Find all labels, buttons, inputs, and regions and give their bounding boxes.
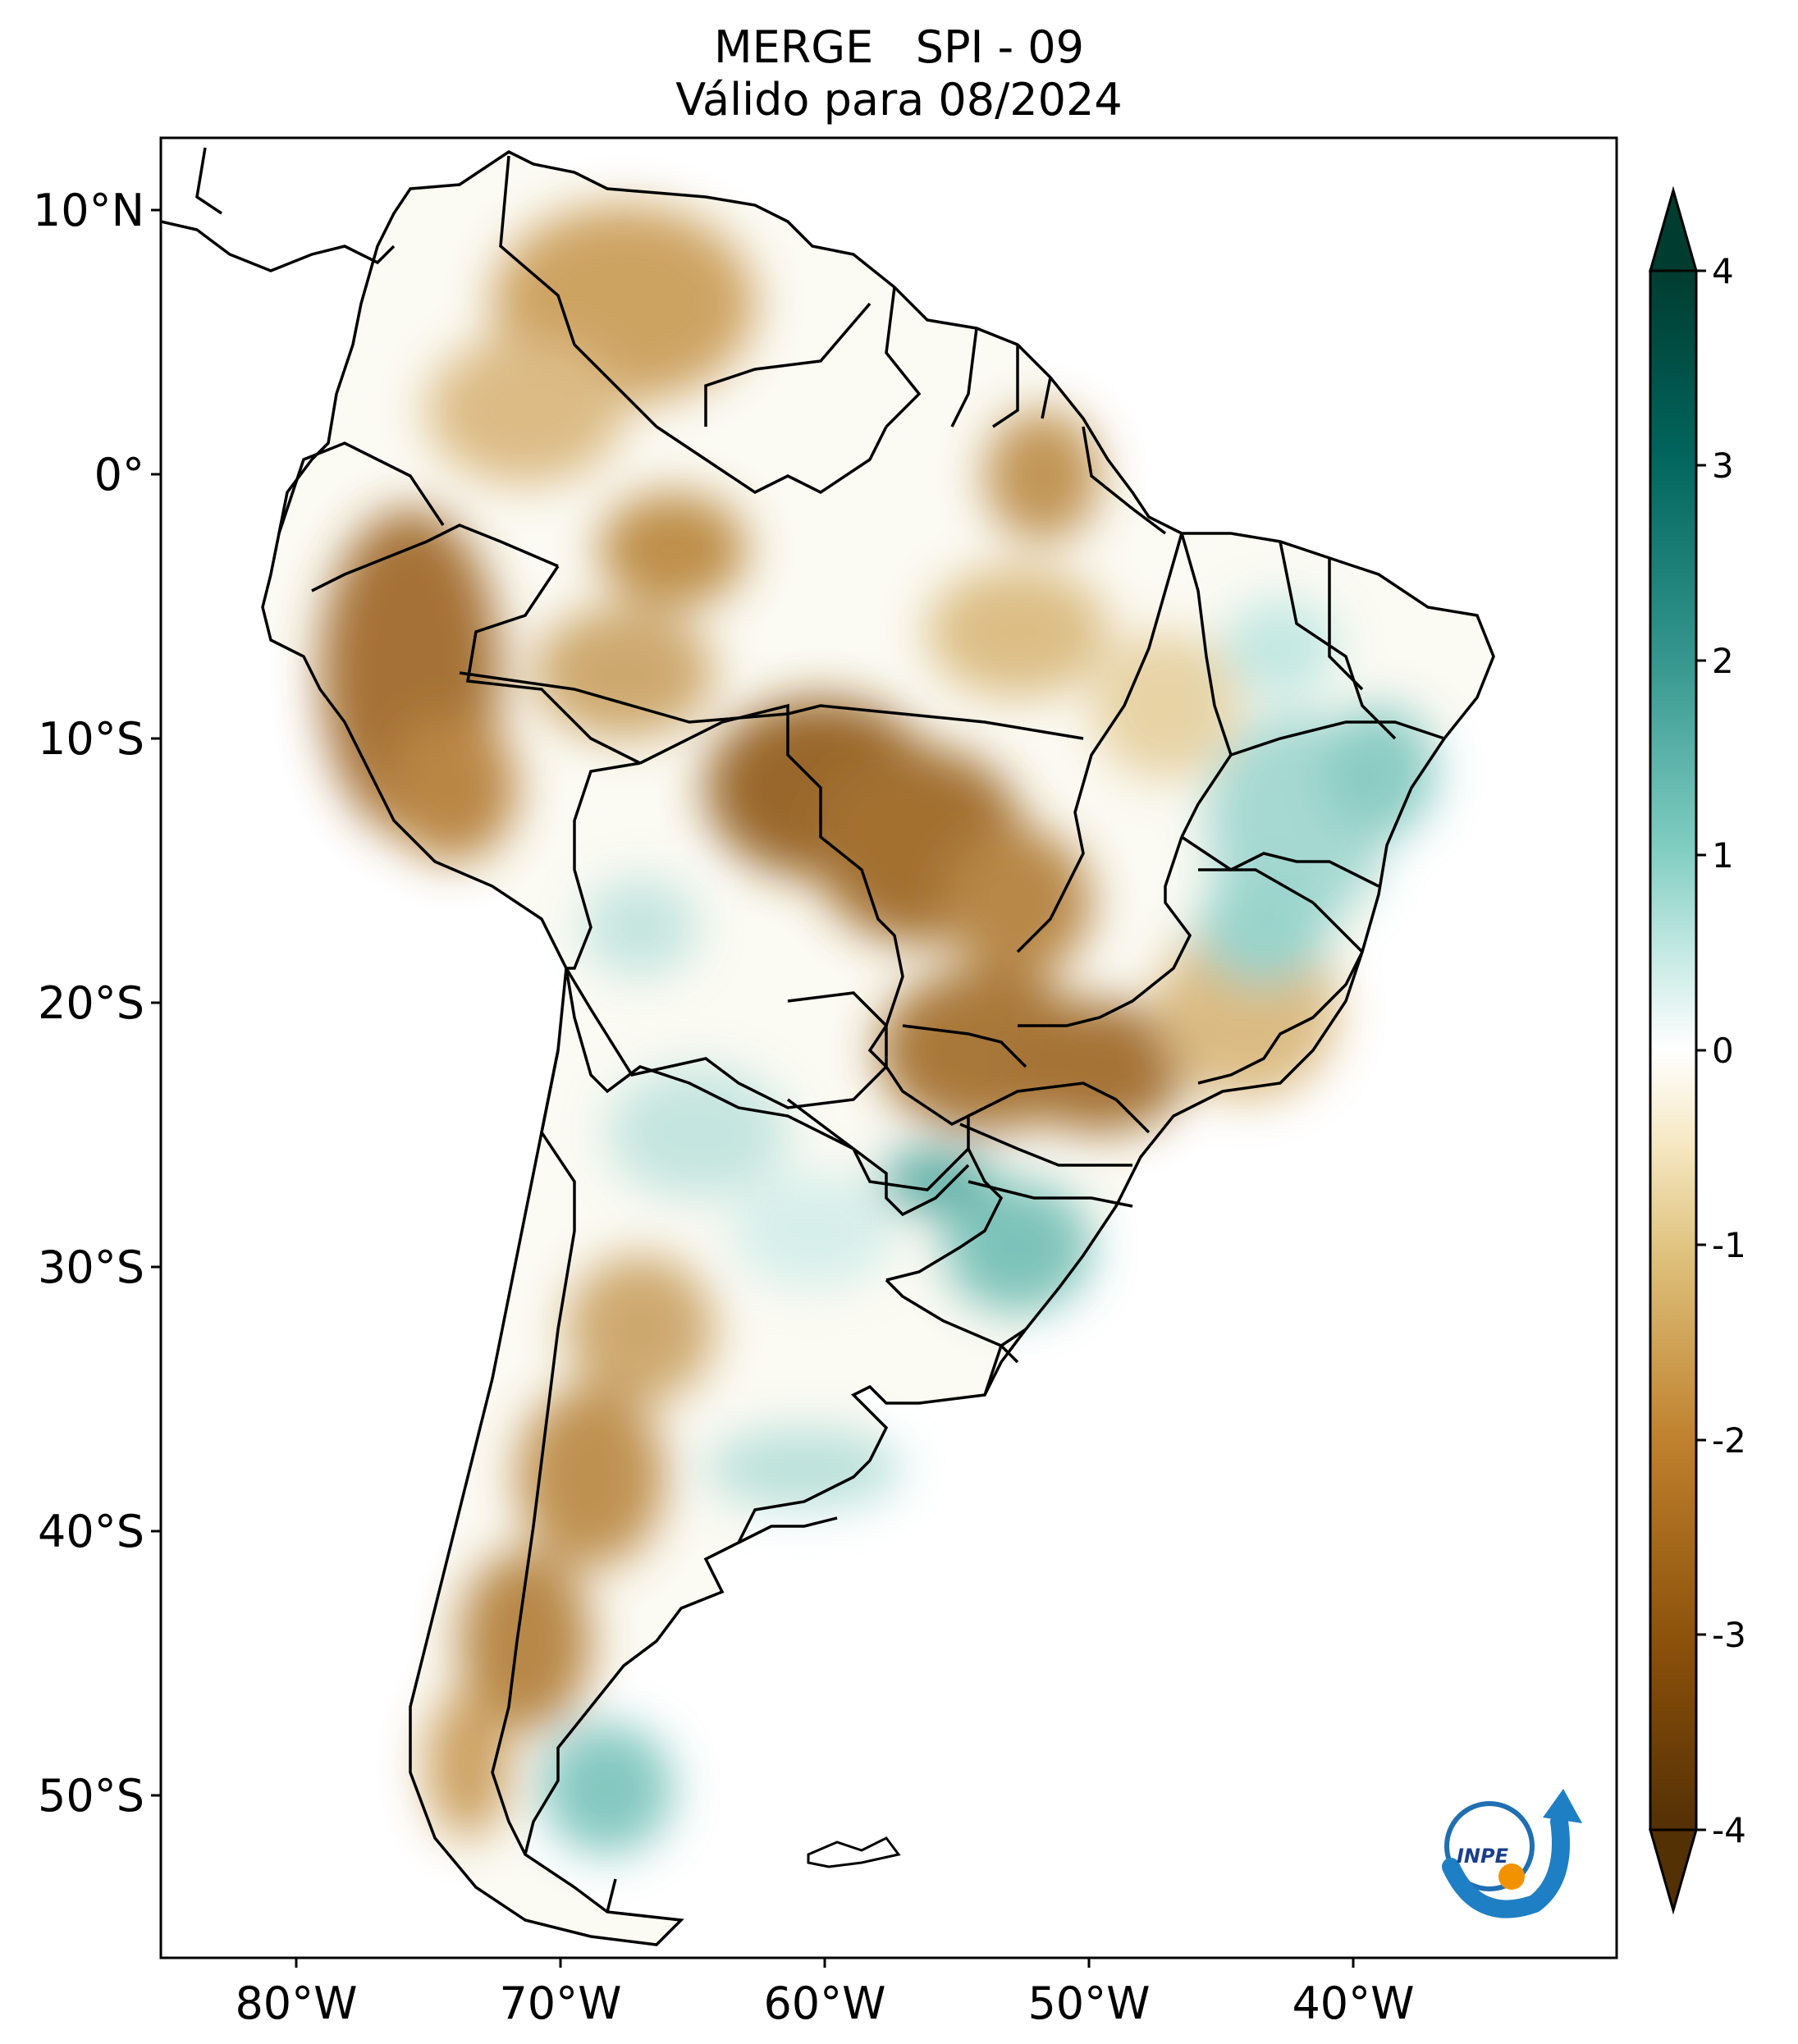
- map-frame: [159, 136, 1618, 1959]
- colorbar-min-extend: [1649, 1828, 1698, 1915]
- colorbar-tick-label: 3: [1712, 446, 1734, 486]
- colorbar-max-extend: [1649, 185, 1698, 272]
- lon-tick-label: 80°W: [235, 1978, 357, 2029]
- colorbar-tick-label: -3: [1712, 1615, 1746, 1655]
- colorbar-gradient: [1649, 269, 1698, 1831]
- inpe-logo-text: INPE: [1457, 1845, 1509, 1868]
- lat-tick-label: 0°: [94, 449, 144, 501]
- lon-tick-label: 60°W: [763, 1978, 885, 2029]
- colorbar-tick-label: -2: [1712, 1420, 1746, 1461]
- falkland-islands: [807, 1836, 901, 1868]
- colorbar-tick-label: 1: [1712, 835, 1734, 876]
- lat-tick-label: 50°S: [38, 1770, 144, 1822]
- spi-field: [320, 205, 1436, 1854]
- lat-tick-label: 10°S: [38, 713, 144, 765]
- colorbar-tick-label: 4: [1712, 251, 1734, 291]
- colorbar: 4 3 2 1 0 -1 -2 -3 -4: [1649, 185, 1746, 1915]
- lat-tick-label: 30°S: [38, 1241, 144, 1293]
- lon-tick-label: 40°W: [1292, 1978, 1414, 2029]
- lat-tick-label: 20°S: [38, 977, 144, 1029]
- lat-tick-label: 10°N: [33, 185, 144, 236]
- latitude-axis: 10°N 0° 10°S 20°S 30°S 40°S 50°S: [33, 185, 161, 1822]
- lon-tick-label: 50°W: [1027, 1978, 1150, 2029]
- colorbar-tick-label: 2: [1712, 641, 1734, 681]
- inpe-logo: INPE: [1442, 1789, 1582, 1918]
- country-borders: [161, 147, 1495, 1946]
- colorbar-tick-label: -1: [1712, 1225, 1746, 1265]
- map-subtitle: Válido para 08/2024: [675, 74, 1123, 126]
- longitude-axis: 80°W 70°W 60°W 50°W 40°W: [235, 1958, 1415, 2029]
- colorbar-tick-label: 0: [1712, 1031, 1734, 1071]
- lat-tick-label: 40°S: [38, 1506, 144, 1557]
- colorbar-tick-label: -4: [1712, 1810, 1746, 1850]
- lon-tick-label: 70°W: [499, 1978, 621, 2029]
- map-title: MERGE SPI - 09: [714, 21, 1084, 73]
